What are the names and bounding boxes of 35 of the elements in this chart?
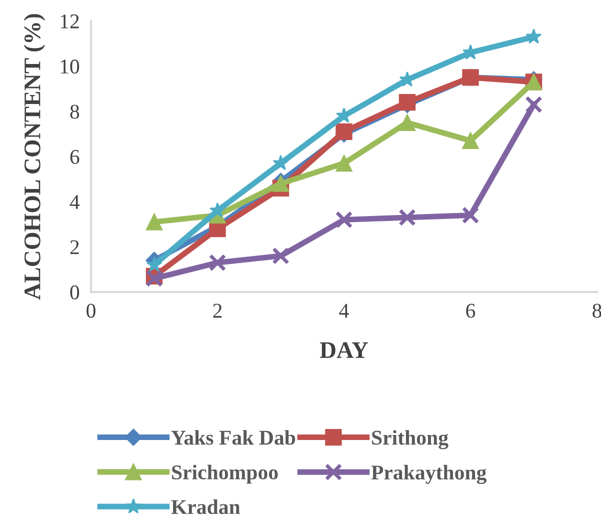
y-tick-label: 6 (70, 150, 80, 164)
point (525, 96, 542, 114)
point (526, 28, 542, 44)
point (208, 254, 226, 272)
x-tick-label: 2 (213, 304, 222, 318)
point (398, 94, 416, 111)
point (146, 256, 162, 272)
legend-label: Prakaythong (371, 464, 487, 484)
x-tick-label: 8 (592, 304, 601, 318)
y-tick-label: 12 (60, 14, 79, 28)
point (335, 211, 353, 228)
point (462, 132, 479, 150)
point (398, 114, 416, 131)
legend-label: Kradan (171, 499, 240, 514)
point (398, 208, 416, 226)
legend-label: Srichompoo (172, 464, 278, 484)
y-tick-label: 2 (70, 240, 79, 254)
x-tick-label: 0 (86, 304, 96, 318)
legend-label: Yaks Fak Dab (171, 430, 296, 445)
y-tick-label: 10 (60, 60, 80, 74)
point (462, 206, 480, 224)
x-tick-label: 6 (466, 304, 476, 318)
point (336, 154, 352, 172)
legend-label: Srithong (372, 430, 448, 450)
point (272, 154, 289, 170)
point (272, 247, 290, 265)
point (146, 214, 163, 230)
y-tick-label: 0 (70, 285, 80, 300)
x-tick-label: 4 (339, 304, 349, 318)
y-axis-title: ALCOHOL CONTENT (%) (24, 14, 46, 300)
y-tick-label: 4 (70, 195, 80, 209)
point (336, 123, 352, 140)
y-tick-label: 8 (70, 104, 80, 119)
point (210, 202, 226, 218)
x-axis-title: DAY (320, 342, 368, 358)
